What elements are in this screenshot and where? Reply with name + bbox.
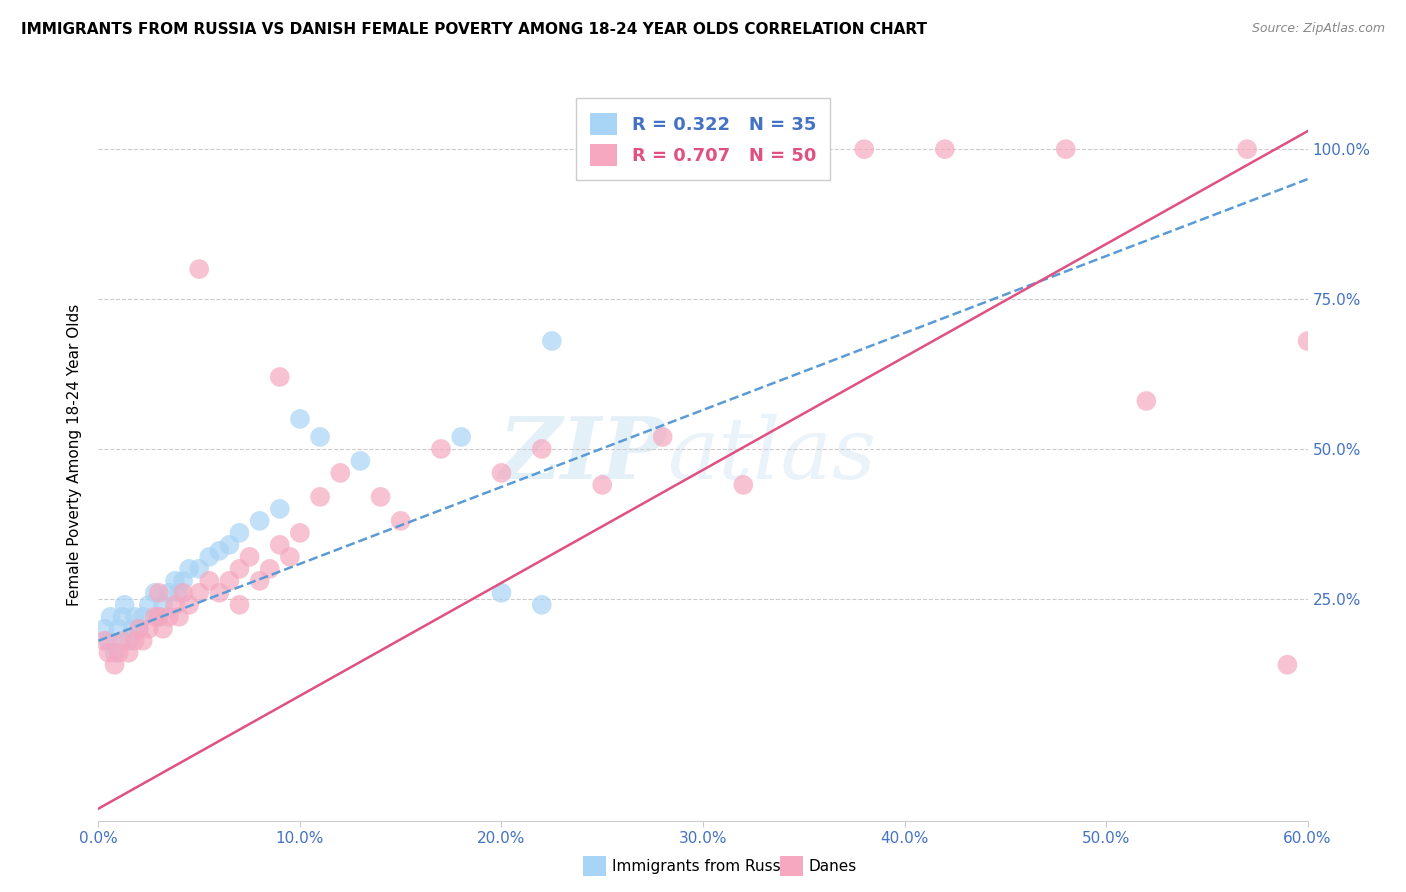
Point — [1296, 334, 1319, 348]
Point — [259, 562, 281, 576]
Point — [491, 466, 513, 480]
Point — [172, 574, 194, 588]
Point — [93, 622, 115, 636]
Point — [97, 646, 120, 660]
Point — [114, 598, 136, 612]
Point — [132, 609, 155, 624]
Point — [228, 525, 250, 540]
Point — [269, 501, 291, 516]
Point — [152, 622, 174, 636]
Point — [309, 430, 332, 444]
Point — [188, 562, 211, 576]
Text: IMMIGRANTS FROM RUSSIA VS DANISH FEMALE POVERTY AMONG 18-24 YEAR OLDS CORRELATIO: IMMIGRANTS FROM RUSSIA VS DANISH FEMALE … — [21, 22, 927, 37]
Point — [218, 574, 240, 588]
Point — [228, 562, 250, 576]
Point — [118, 646, 141, 660]
Point — [148, 609, 170, 624]
Point — [132, 633, 155, 648]
Point — [188, 262, 211, 277]
Point — [249, 574, 271, 588]
Point — [329, 466, 352, 480]
Point — [111, 633, 134, 648]
Point — [124, 609, 146, 624]
Point — [143, 609, 166, 624]
Point — [530, 442, 553, 456]
Point — [228, 598, 250, 612]
Point — [148, 609, 170, 624]
Point — [179, 562, 201, 576]
Point — [188, 586, 211, 600]
Point — [124, 633, 146, 648]
Text: Source: ZipAtlas.com: Source: ZipAtlas.com — [1251, 22, 1385, 36]
Point — [138, 598, 160, 612]
Point — [152, 598, 174, 612]
Point — [1236, 142, 1258, 156]
Point — [430, 442, 453, 456]
Point — [107, 622, 129, 636]
Point — [530, 598, 553, 612]
Point — [208, 544, 231, 558]
Point — [239, 549, 262, 564]
Point — [278, 549, 301, 564]
Point — [309, 490, 332, 504]
Point — [269, 370, 291, 384]
Point — [103, 646, 125, 660]
Point — [128, 622, 150, 636]
Point — [138, 622, 160, 636]
Point — [121, 622, 143, 636]
Point — [1054, 142, 1077, 156]
Point — [172, 586, 194, 600]
Point — [934, 142, 956, 156]
Point — [97, 633, 120, 648]
Point — [651, 430, 673, 444]
Point — [249, 514, 271, 528]
Point — [157, 609, 180, 624]
Point — [179, 598, 201, 612]
Point — [288, 525, 311, 540]
Point — [540, 334, 562, 348]
Point — [1135, 394, 1157, 409]
Text: atlas: atlas — [666, 414, 876, 496]
Text: Immigrants from Russia: Immigrants from Russia — [612, 859, 794, 873]
Point — [1277, 657, 1299, 672]
Point — [853, 142, 876, 156]
Point — [198, 574, 221, 588]
Point — [269, 538, 291, 552]
Text: Danes: Danes — [808, 859, 856, 873]
Legend: R = 0.322   N = 35, R = 0.707   N = 50: R = 0.322 N = 35, R = 0.707 N = 50 — [575, 98, 831, 180]
Text: ZIP: ZIP — [499, 413, 666, 497]
Y-axis label: Female Poverty Among 18-24 Year Olds: Female Poverty Among 18-24 Year Olds — [67, 304, 83, 606]
Point — [111, 609, 134, 624]
Point — [103, 657, 125, 672]
Point — [118, 633, 141, 648]
Point — [163, 574, 186, 588]
Point — [198, 549, 221, 564]
Point — [157, 586, 180, 600]
Point — [349, 454, 371, 468]
Point — [128, 622, 150, 636]
Point — [107, 646, 129, 660]
Point — [167, 609, 190, 624]
Point — [733, 478, 755, 492]
Point — [163, 598, 186, 612]
Point — [370, 490, 392, 504]
Point — [148, 586, 170, 600]
Point — [450, 430, 472, 444]
Point — [591, 478, 613, 492]
Point — [389, 514, 412, 528]
Point — [143, 586, 166, 600]
Point — [100, 609, 122, 624]
Point — [208, 586, 231, 600]
Point — [218, 538, 240, 552]
Point — [491, 586, 513, 600]
Point — [93, 633, 115, 648]
Point — [288, 412, 311, 426]
Point — [167, 586, 190, 600]
